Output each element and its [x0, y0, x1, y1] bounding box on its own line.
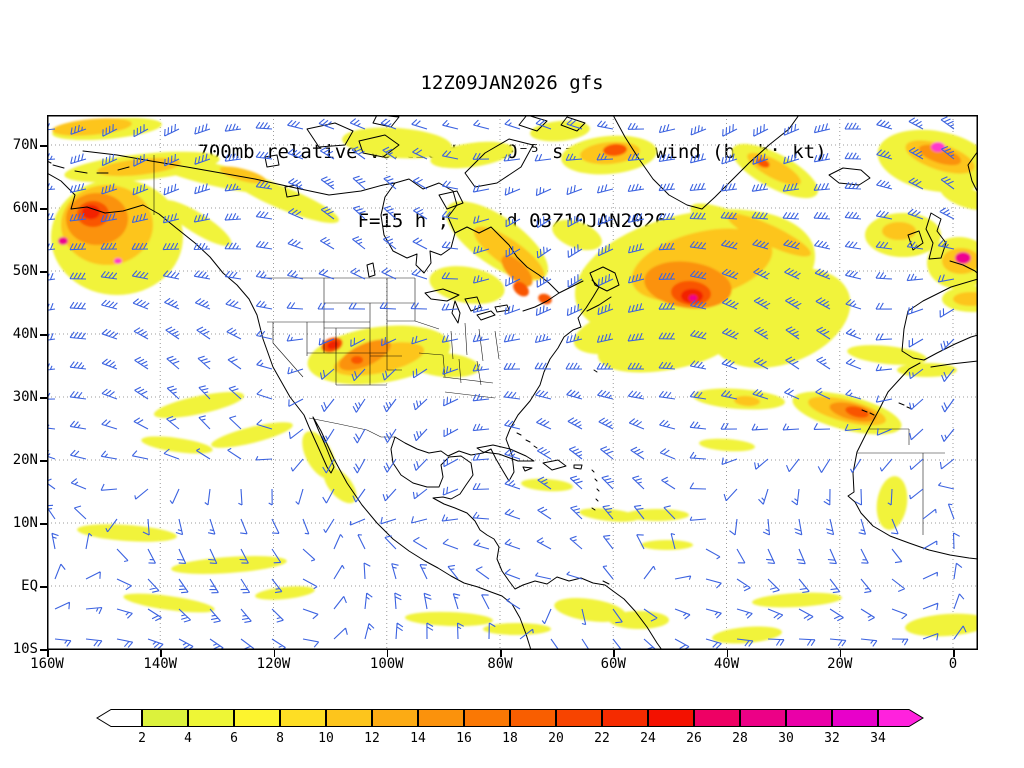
lat-tick [40, 208, 47, 210]
lat-label: 20N [12, 452, 38, 468]
map-border [47, 115, 978, 650]
lat-tick [40, 649, 47, 651]
colorbar-segment [510, 709, 556, 727]
colorbar-tick-label: 14 [410, 731, 426, 746]
coastline-hudson-bay [380, 178, 458, 274]
lat-tick [40, 523, 47, 525]
lon-tick [953, 650, 955, 657]
map-frame [47, 115, 978, 650]
colorbar-segment [326, 709, 372, 727]
borders-us-states [153, 155, 500, 438]
colorbar-segment [188, 709, 234, 727]
lon-tick [273, 650, 275, 657]
lon-label: 80W [487, 656, 513, 672]
lat-label: 40N [12, 326, 38, 342]
colorbar-tick-label: 12 [364, 731, 380, 746]
lon-tick [47, 650, 49, 657]
lat-tick [40, 460, 47, 462]
colorbar-tick-label: 30 [778, 731, 794, 746]
colorbar-segment [372, 709, 418, 727]
colorbar-tick-label: 4 [184, 731, 192, 746]
colorbar-tick-label: 8 [276, 731, 284, 746]
lon-tick [613, 650, 615, 657]
coastlines-layer [47, 115, 978, 650]
coastline-north-america-west [47, 172, 532, 650]
colorbar-tick-label: 6 [230, 731, 238, 746]
vorticity-layer [51, 117, 978, 644]
lon-label: 160W [30, 656, 64, 672]
colorbar-tick-label: 26 [686, 731, 702, 746]
coastline-iceland [828, 167, 871, 186]
borders-africa [857, 428, 945, 535]
colorbar-tick-label: 10 [318, 731, 334, 746]
lon-label: 140W [143, 656, 178, 672]
lat-label: EQ [21, 578, 38, 594]
colorbar-tick-label: 2 [138, 731, 146, 746]
colorbar-segment [418, 709, 464, 727]
coastline-arctic-mainland [82, 150, 396, 196]
lat-label: 60N [12, 200, 38, 216]
colorbar-tick-label: 22 [594, 731, 610, 746]
lon-label: 60W [600, 656, 626, 672]
colorbar-segment [280, 709, 326, 727]
colorbar-right-arrow [878, 709, 924, 727]
lat-label: 10S [12, 641, 38, 657]
coastline-mexico-caribbean-sa [390, 436, 663, 650]
lon-tick [160, 650, 162, 657]
colorbar-left-arrow [96, 709, 142, 727]
map-svg [47, 115, 978, 650]
coastline-caribbean-islands [476, 369, 610, 585]
lat-tick [40, 145, 47, 147]
lon-label: 0 [948, 656, 958, 672]
lat-tick [40, 334, 47, 336]
coastline-aleutians [47, 160, 130, 174]
colorbar-tick-label: 20 [548, 731, 564, 746]
lat-label: 50N [12, 263, 38, 279]
colorbar-segment [234, 709, 280, 727]
colorbar-segment [556, 709, 602, 727]
lat-tick [40, 397, 47, 399]
colorbar-tick-label: 28 [732, 731, 748, 746]
colorbar-tick-label: 16 [456, 731, 472, 746]
colorbar-tick-label: 34 [870, 731, 886, 746]
colorbar-segment [648, 709, 694, 727]
lat-label: 70N [12, 137, 38, 153]
coastline-british-isles [907, 212, 947, 260]
colorbar-tick-label: 32 [824, 731, 840, 746]
colorbar-segment [832, 709, 878, 727]
title-line-1: 12Z09JAN2026 gfs [420, 72, 604, 94]
lon-label: 100W [369, 656, 404, 672]
colorbar-tick-label: 24 [640, 731, 656, 746]
lat-tick [40, 586, 47, 588]
colorbar-segment [694, 709, 740, 727]
colorbar-tick-label: 18 [502, 731, 518, 746]
coastline-labrador-stlawrence [454, 226, 620, 312]
colorbar-bar [96, 709, 924, 727]
colorbar-segment [602, 709, 648, 727]
lon-tick [500, 650, 502, 657]
coastline-europe [901, 150, 978, 368]
lat-tick [40, 271, 47, 273]
lon-tick [839, 650, 842, 657]
lat-label: 30N [12, 389, 38, 405]
colorbar-segment [740, 709, 786, 727]
lon-label: 40W [713, 656, 740, 672]
colorbar-segment [142, 709, 188, 727]
coastline-gulf-and-east-us [394, 279, 600, 482]
colorbar: 2 4 6 8 10 12 14 16 18 20 22 24 26 28 30 32 34 [96, 709, 924, 749]
lon-label: 20W [827, 656, 853, 672]
lat-label: 10N [12, 515, 38, 531]
colorbar-segment [464, 709, 510, 727]
lon-tick [726, 650, 728, 657]
coastline-africa [847, 362, 978, 560]
colorbar-segment [786, 709, 832, 727]
lon-label: 120W [256, 656, 291, 672]
lon-tick [386, 650, 389, 657]
